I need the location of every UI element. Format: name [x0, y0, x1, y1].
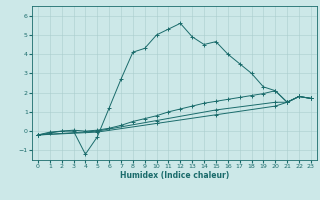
X-axis label: Humidex (Indice chaleur): Humidex (Indice chaleur) — [120, 171, 229, 180]
